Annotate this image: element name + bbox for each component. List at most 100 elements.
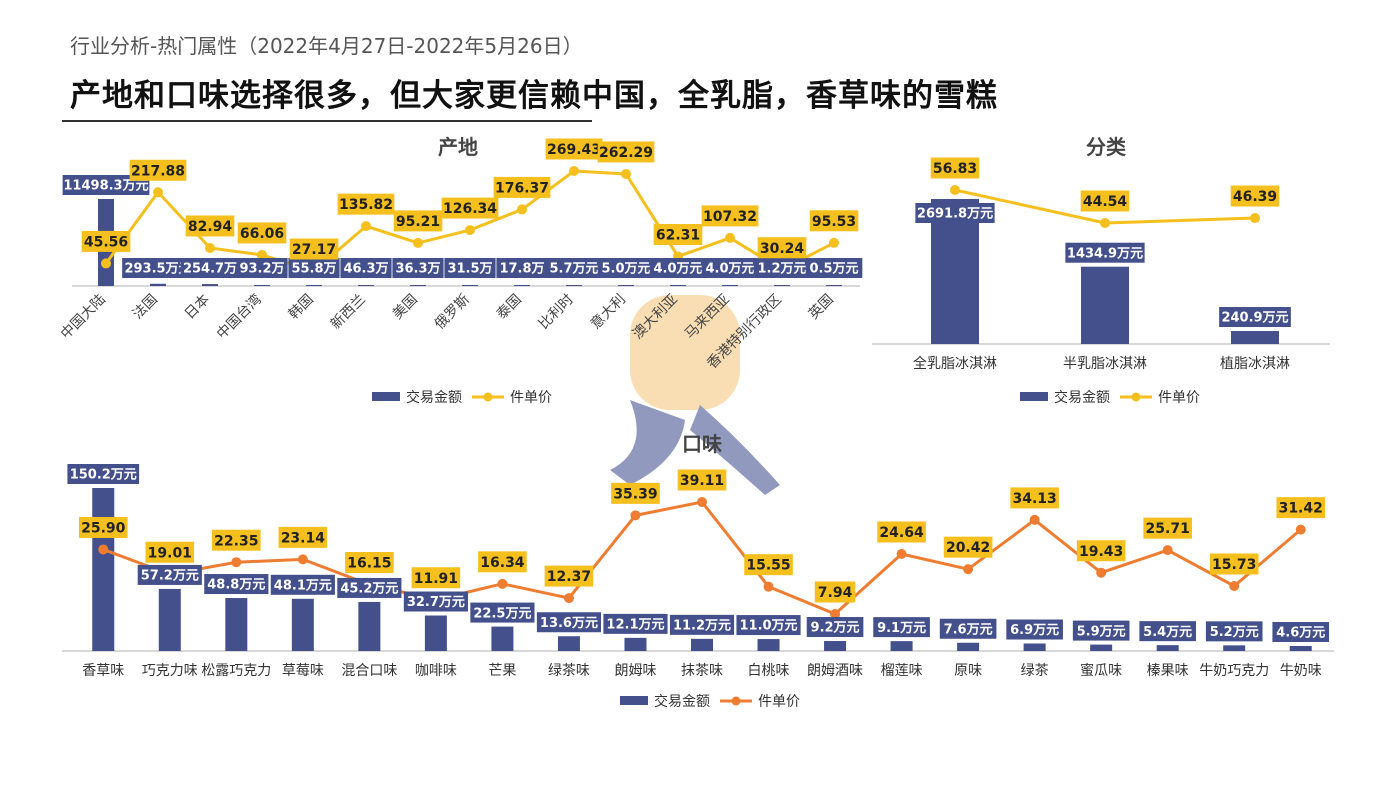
origin-x-tick-6: 美国	[390, 292, 421, 323]
origin-bar-label-6-bg	[392, 258, 444, 278]
flavor-price-label-11: 7.94	[818, 585, 853, 601]
origin-price-label-12-bg	[701, 205, 759, 227]
flavor-bar-label-7-bg	[536, 612, 602, 633]
origin-bar-label-12-bg	[701, 258, 759, 278]
flavor-legend-line-label: 件单价	[758, 694, 800, 710]
flavor-bar-label-14-bg	[1006, 619, 1063, 640]
origin-price-point-5	[361, 221, 371, 232]
origin-bar-label-14: 0.5万元	[809, 262, 858, 277]
origin-price-label-5-bg	[337, 193, 395, 215]
origin-chart-title: 产地	[438, 135, 478, 159]
origin-price-label-3: 66.06	[240, 226, 284, 242]
flavor-price-label-16-bg	[1143, 517, 1192, 539]
flavor-price-label-5-bg	[411, 567, 461, 589]
figure-shirt	[630, 295, 740, 410]
flavor-price-label-3: 23.14	[281, 530, 326, 546]
flavor-bar-label-15: 5.9万元	[1077, 624, 1126, 639]
flavor-x-tick-18: 牛奶味	[1280, 663, 1322, 679]
origin-bar-label-7: 31.5万	[447, 262, 492, 277]
flavor-bar-label-4-bg	[337, 577, 402, 598]
origin-price-point-7	[465, 225, 475, 236]
origin-price-point-10	[621, 168, 631, 179]
flavor-bar-12	[890, 641, 913, 651]
flavor-bar-18	[1289, 646, 1312, 651]
flavor-price-label-10-bg	[744, 554, 793, 576]
flavor-bar-label-6: 22.5万元	[473, 606, 531, 621]
origin-price-label-6: 95.21	[396, 214, 440, 230]
flavor-bar-6	[491, 626, 514, 651]
origin-price-label-11: 62.31	[656, 228, 700, 244]
flavor-bar-label-10-bg	[736, 615, 801, 636]
origin-bar-label-13: 1.2万元	[757, 262, 806, 277]
category-bar-label-0-bg	[915, 203, 995, 223]
category-bar-label-1-bg	[1065, 242, 1145, 263]
flavor-price-point-10	[763, 581, 774, 592]
flavor-x-tick-11: 朗姆酒味	[807, 663, 863, 679]
origin-bar-label-5-bg	[340, 258, 392, 278]
flavor-bar-15	[1090, 644, 1113, 651]
flavor-bar-label-9: 11.2万元	[673, 619, 731, 634]
flavor-price-label-0-bg	[78, 516, 128, 538]
flavor-price-label-17-bg	[1209, 553, 1259, 575]
figure-leg-left	[610, 400, 685, 485]
flavor-bar-label-16-bg	[1139, 621, 1196, 642]
flavor-price-label-6: 16.34	[480, 555, 525, 571]
category-bar-label-2: 240.9万元	[1221, 311, 1288, 326]
category-bar-label-0: 2691.8万元	[917, 207, 993, 222]
flavor-bar-label-13: 7.6万元	[944, 622, 993, 637]
flavor-x-tick-2: 松露巧克力	[201, 663, 271, 679]
flavor-bar-0	[92, 488, 115, 651]
category-price-label-1-bg	[1080, 190, 1130, 212]
flavor-bar-1	[158, 588, 181, 651]
flavor-legend-line-marker	[731, 696, 741, 706]
origin-bar-label-2-bg	[180, 258, 240, 278]
origin-price-label-3-bg	[237, 222, 287, 244]
flavor-price-label-6-bg	[478, 551, 527, 573]
flavor-price-label-7-bg	[544, 565, 594, 587]
flavor-bar-label-0: 150.2万元	[70, 468, 137, 483]
flavor-price-point-16	[1162, 545, 1173, 556]
flavor-x-tick-8: 朗姆味	[614, 663, 656, 679]
origin-x-tick-1: 法国	[130, 292, 161, 323]
flavor-bar-label-3-bg	[270, 574, 335, 595]
flavor-bar-label-15-bg	[1072, 620, 1130, 641]
origin-bar-10	[618, 285, 634, 286]
origin-bar-label-10: 5.0万元	[601, 262, 650, 277]
origin-bar-label-0: 11498.3万元	[63, 179, 148, 194]
flavor-bar-label-7: 13.6万元	[540, 616, 598, 631]
origin-price-label-0: 45.56	[84, 234, 128, 250]
origin-bar-label-4: 55.8万	[291, 262, 336, 277]
flavor-price-label-17: 15.73	[1212, 557, 1256, 573]
origin-x-tick-9: 比利时	[536, 292, 577, 333]
flavor-legend-bar-label: 交易金额	[654, 693, 710, 710]
page-title: 产地和口味选择很多，但大家更信赖中国，全乳脂，香草味的雪糕	[70, 78, 998, 114]
origin-bar-label-11: 4.0万元	[653, 262, 702, 277]
flavor-bar-label-18-bg	[1272, 622, 1330, 643]
origin-bar-label-4-bg	[288, 258, 340, 278]
origin-x-tick-12: 马来西亚	[682, 292, 733, 343]
origin-bar-label-1-bg	[122, 258, 194, 278]
flavor-bar-label-18: 4.6万元	[1276, 626, 1325, 641]
flavor-bar-label-9-bg	[669, 614, 735, 635]
flavor-bar-label-11-bg	[806, 617, 864, 638]
flavor-bar-label-5: 32.7万元	[407, 595, 465, 610]
origin-x-tick-10: 意大利	[587, 291, 629, 333]
origin-price-label-11-bg	[653, 223, 703, 245]
flavor-price-label-15-bg	[1076, 540, 1126, 562]
origin-bar-14	[826, 285, 842, 286]
flavor-x-tick-1: 巧克力味	[142, 663, 198, 679]
origin-price-label-1: 217.88	[131, 163, 185, 179]
flavor-bar-label-14: 6.9万元	[1010, 623, 1059, 638]
flavor-bar-14	[1023, 643, 1046, 651]
origin-price-point-3	[257, 249, 267, 260]
origin-price-point-0	[101, 258, 111, 269]
flavor-x-tick-17: 牛奶巧克力	[1199, 663, 1269, 679]
flavor-x-tick-5: 咖啡味	[415, 663, 457, 679]
origin-price-point-1	[153, 187, 163, 198]
flavor-x-tick-3: 草莓味	[282, 663, 324, 679]
flavor-bar-label-1: 57.2万元	[141, 569, 199, 584]
flavor-x-tick-7: 绿茶味	[548, 663, 590, 679]
